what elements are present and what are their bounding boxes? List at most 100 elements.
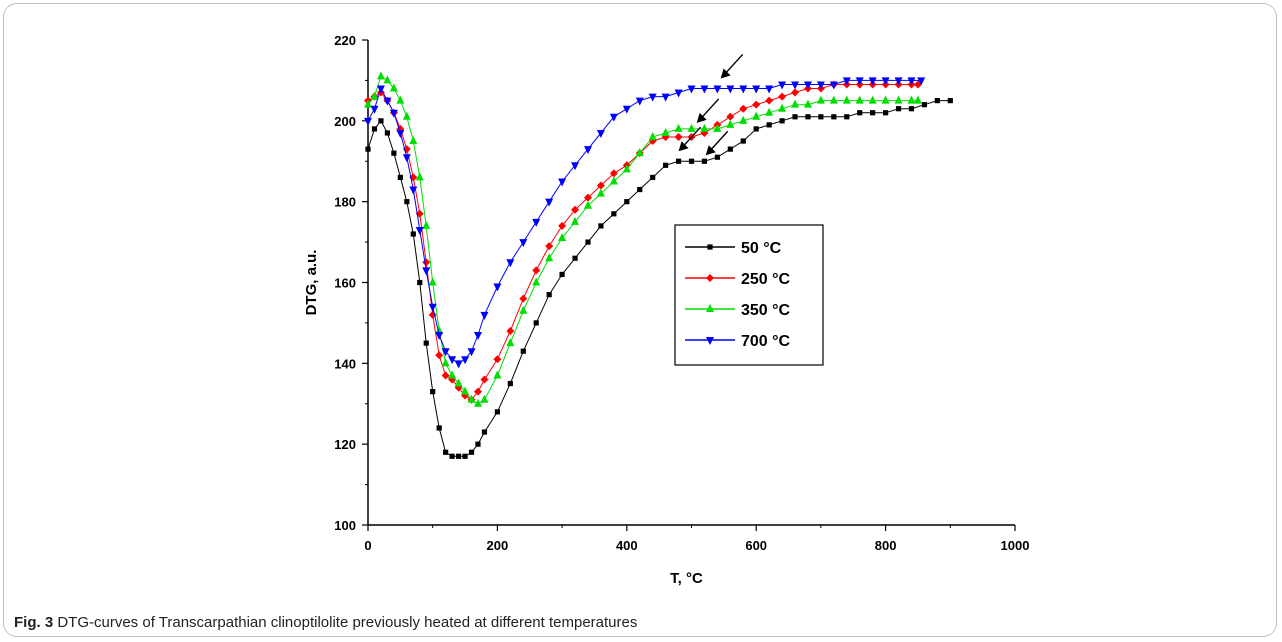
legend-label: 700 °C xyxy=(741,333,791,350)
data-point xyxy=(844,114,850,120)
data-point xyxy=(674,133,683,141)
data-point xyxy=(422,258,431,267)
data-point xyxy=(829,81,838,90)
series-line xyxy=(367,79,922,364)
data-point xyxy=(765,85,774,94)
y-tick-label: 100 xyxy=(334,518,356,533)
data-point xyxy=(397,174,403,181)
data-point xyxy=(661,93,670,102)
data-point xyxy=(726,112,735,121)
data-point xyxy=(883,110,889,116)
chart-legend: 50 °C 250 °C 350 °C 700 °C xyxy=(674,224,824,366)
annotation-arrow xyxy=(678,126,702,152)
data-point xyxy=(803,81,812,90)
data-point xyxy=(868,77,877,86)
data-point xyxy=(778,103,787,112)
data-point xyxy=(545,198,554,207)
x-tick-label: 0 xyxy=(364,538,371,553)
data-point xyxy=(895,106,902,112)
data-point xyxy=(422,220,431,229)
data-point xyxy=(443,449,449,455)
data-point xyxy=(894,95,903,104)
data-point xyxy=(449,453,455,459)
data-point xyxy=(558,178,567,187)
data-point xyxy=(585,239,591,245)
data-point xyxy=(674,123,683,132)
data-point xyxy=(637,186,643,193)
data-point xyxy=(706,337,714,345)
data-point xyxy=(688,158,695,164)
data-point xyxy=(917,77,926,86)
data-point xyxy=(480,311,489,320)
data-point xyxy=(409,186,418,195)
data-point xyxy=(706,274,714,282)
legend-label: 50 °C xyxy=(741,240,782,257)
data-point xyxy=(818,114,824,120)
data-point xyxy=(461,386,470,395)
data-point xyxy=(934,98,940,104)
data-point xyxy=(441,371,450,380)
series-50CC xyxy=(365,98,953,459)
data-point xyxy=(583,193,592,202)
y-tick-label: 200 xyxy=(334,114,356,129)
data-point xyxy=(792,114,798,120)
data-point xyxy=(454,360,463,369)
data-point xyxy=(532,218,541,227)
data-point xyxy=(778,81,787,90)
data-point xyxy=(559,271,565,278)
data-point xyxy=(739,85,748,94)
data-point xyxy=(907,77,916,86)
data-point xyxy=(532,266,541,275)
data-point xyxy=(364,117,372,126)
data-point xyxy=(402,111,411,120)
x-tick-label: 800 xyxy=(875,538,897,553)
data-point xyxy=(519,294,528,303)
data-point xyxy=(520,348,526,354)
data-point xyxy=(687,123,696,132)
data-point xyxy=(650,174,656,181)
data-point xyxy=(467,394,476,403)
legend-entry: 50 °C xyxy=(685,240,782,257)
x-tick-label: 200 xyxy=(487,538,509,553)
data-point xyxy=(435,332,444,341)
data-point xyxy=(376,71,385,80)
data-point xyxy=(448,356,457,365)
data-point xyxy=(855,77,864,86)
data-point xyxy=(707,244,713,250)
series-350CC xyxy=(364,71,922,407)
data-point xyxy=(493,355,502,364)
data-point xyxy=(752,111,761,120)
data-point xyxy=(461,356,470,365)
data-point xyxy=(596,181,605,190)
data-point xyxy=(436,425,442,431)
data-point xyxy=(448,370,457,379)
data-point xyxy=(365,146,371,152)
data-point xyxy=(739,104,748,113)
data-point xyxy=(404,199,410,205)
figure-caption-label: Fig. 3 xyxy=(14,614,54,631)
data-point xyxy=(383,97,392,106)
data-point xyxy=(383,75,392,84)
legend-box xyxy=(674,224,824,366)
data-point xyxy=(519,305,528,314)
x-tick-label: 600 xyxy=(745,538,767,553)
data-point xyxy=(868,95,877,104)
data-point xyxy=(583,146,592,155)
data-point xyxy=(675,158,682,164)
data-point xyxy=(546,292,552,298)
data-point xyxy=(378,118,384,124)
y-tick-label: 180 xyxy=(334,195,356,210)
data-point xyxy=(532,277,541,286)
data-point xyxy=(441,358,450,367)
data-point xyxy=(402,154,411,163)
legend-label: 350 °C xyxy=(741,302,791,319)
data-point xyxy=(855,95,864,104)
data-point xyxy=(648,132,657,140)
data-point xyxy=(428,303,437,312)
data-point xyxy=(441,348,450,357)
data-point xyxy=(415,172,424,181)
data-point xyxy=(384,130,391,136)
data-point xyxy=(648,93,657,102)
y-tick-label: 220 xyxy=(334,33,356,48)
figure-frame xyxy=(3,3,1277,637)
